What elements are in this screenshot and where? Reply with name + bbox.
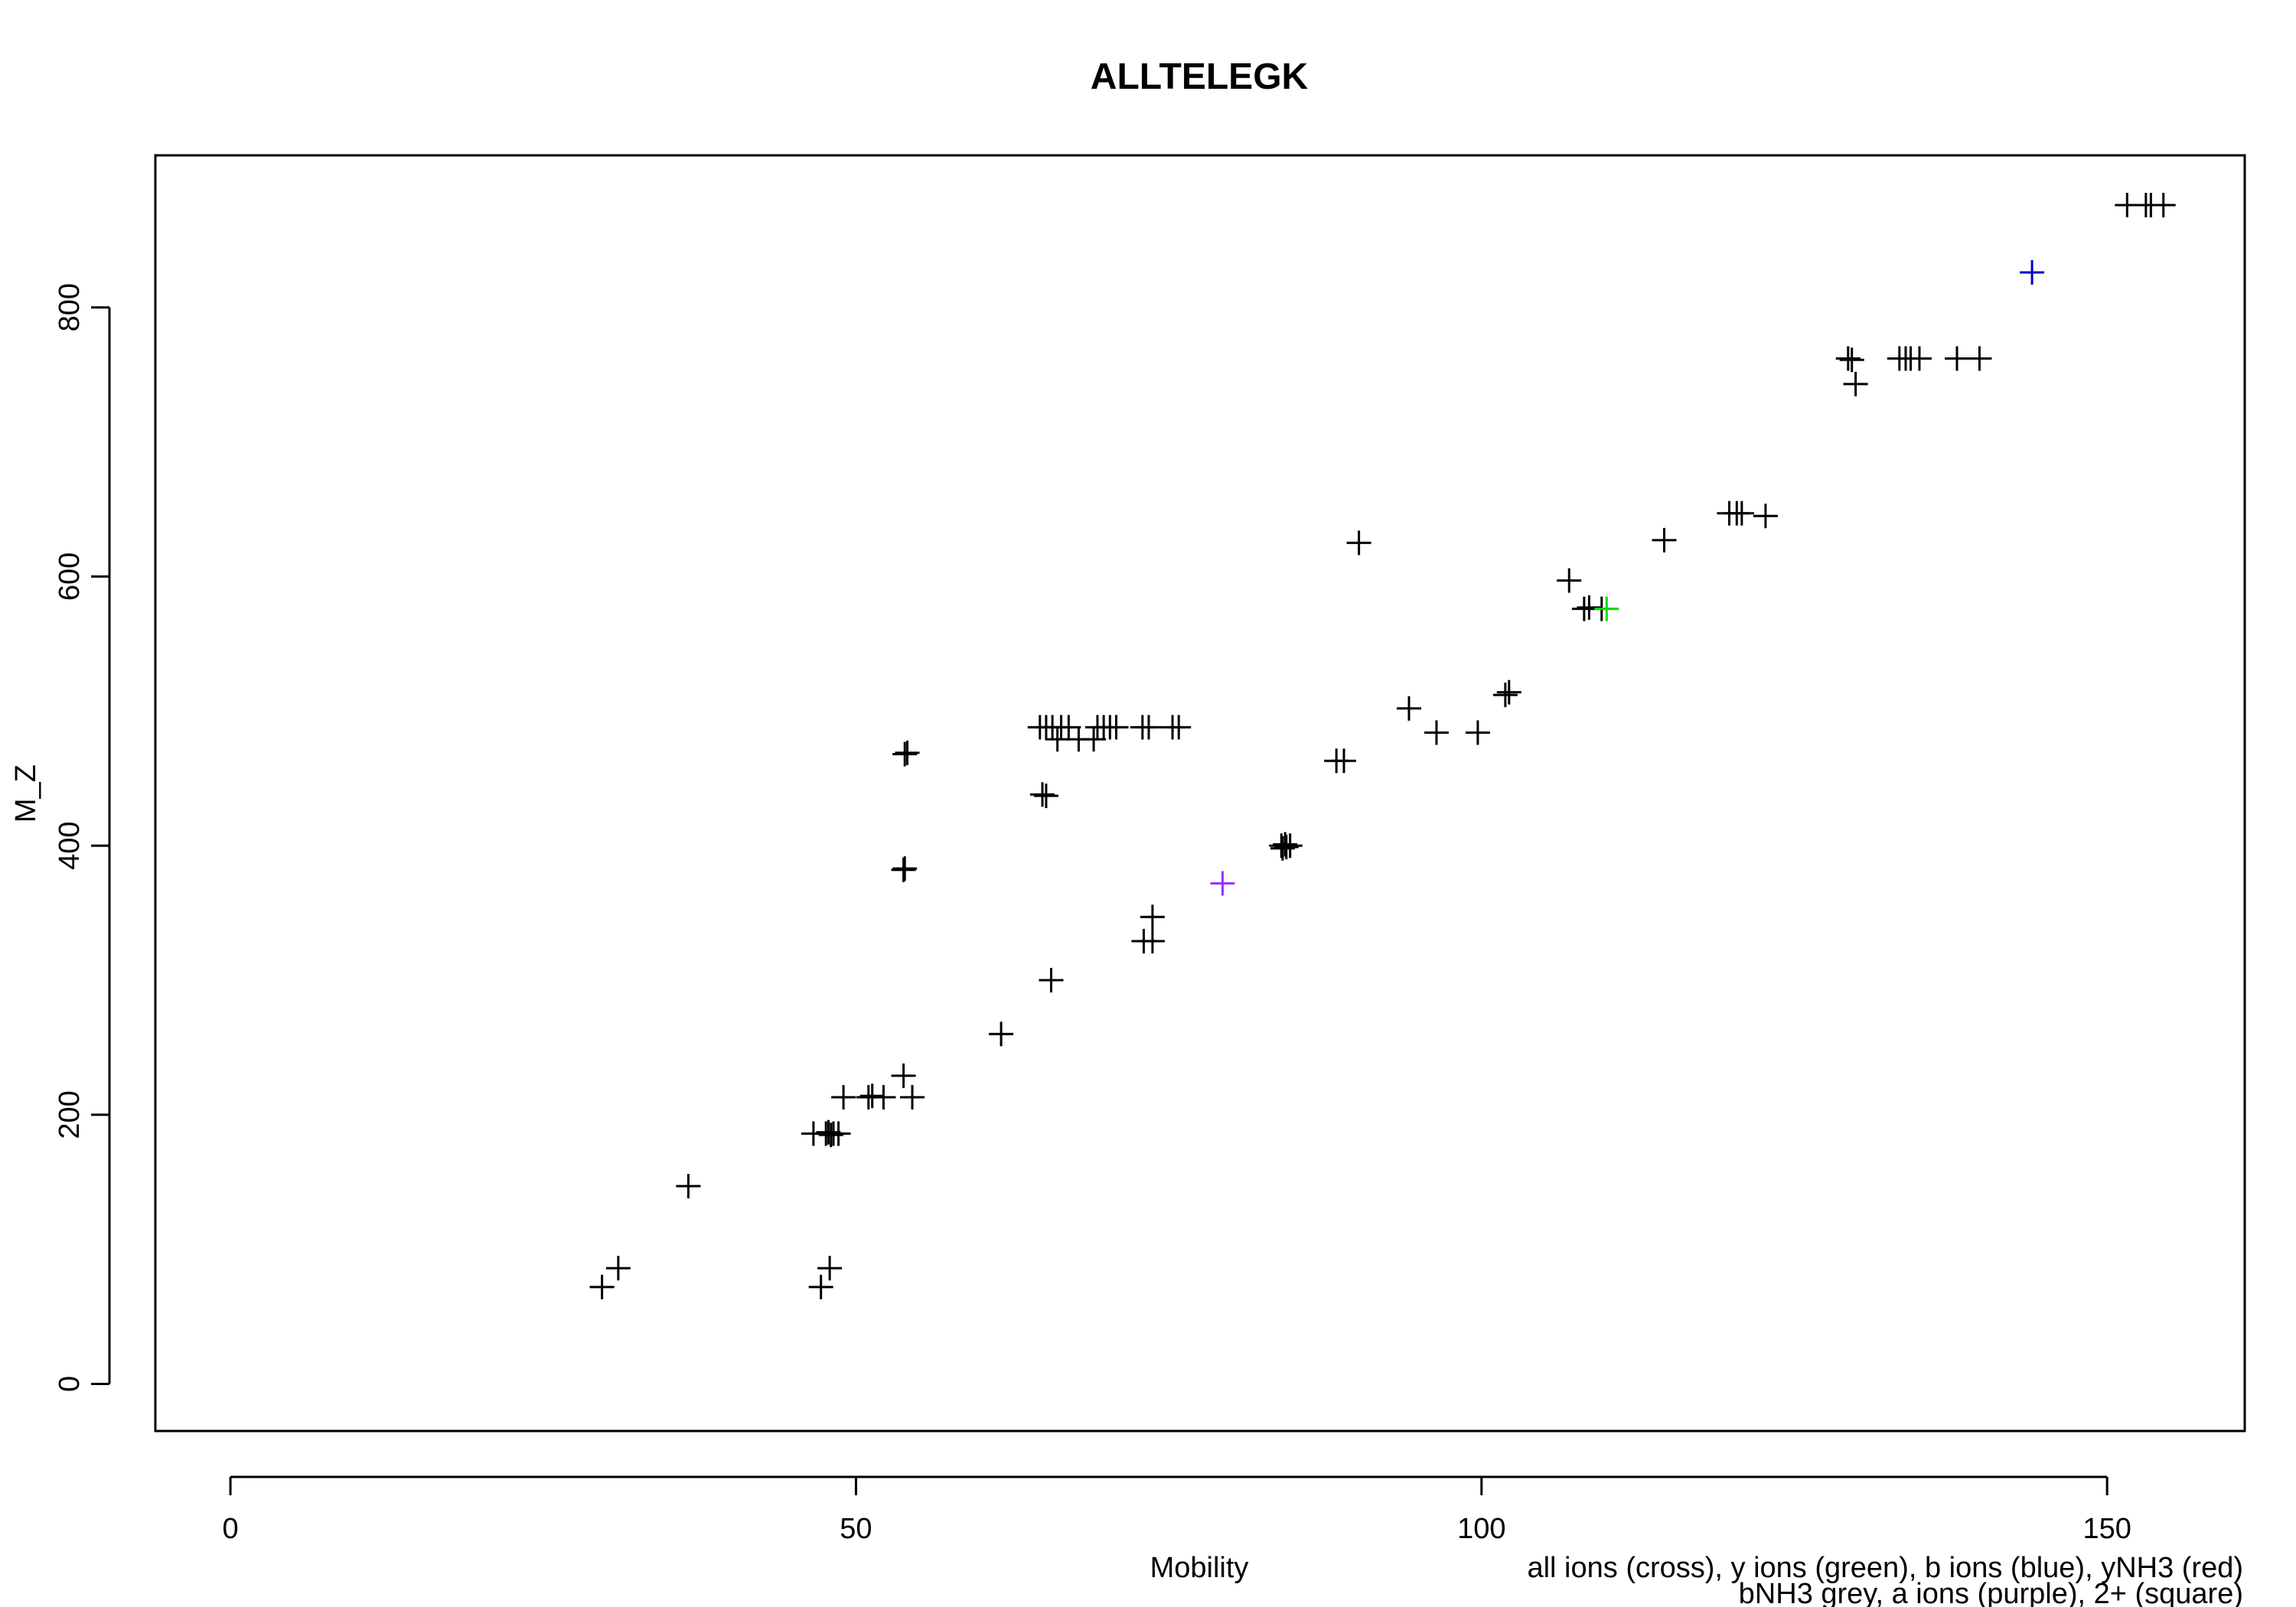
data-point [808, 1274, 833, 1299]
data-point [1136, 715, 1161, 740]
data-point [1424, 720, 1449, 745]
data-point [816, 1120, 841, 1145]
data-point [1033, 784, 1058, 809]
y-tick-label: 600 [54, 553, 86, 601]
data-point [817, 1256, 843, 1281]
data-point [892, 856, 918, 881]
data-point [1397, 696, 1421, 721]
x-tick-label: 150 [2082, 1513, 2131, 1545]
data-point [1140, 928, 1165, 953]
data-point [1346, 530, 1371, 556]
data-point [1465, 720, 1490, 745]
x-tick-label: 100 [1457, 1513, 1505, 1545]
data-point [1557, 568, 1582, 593]
data-point [891, 1063, 916, 1088]
data-point [1843, 371, 1868, 396]
data-point [826, 1121, 851, 1146]
data-point [605, 1256, 631, 1281]
chart-title: ALLTELEGK [1091, 57, 1309, 97]
data-point [1140, 905, 1165, 930]
data-point [1210, 871, 1235, 896]
legend-note-line-1: all ions (cross), y ions (green), b ions… [1527, 1552, 2243, 1584]
data-point [1331, 748, 1356, 774]
data-point [1030, 782, 1055, 807]
data-point [1945, 346, 1970, 371]
data-point [1967, 346, 1992, 371]
data-point [1274, 834, 1299, 859]
y-tick-label: 0 [54, 1376, 86, 1392]
data-point [871, 1084, 896, 1110]
x-tick-label: 50 [840, 1513, 872, 1545]
data-point [1081, 727, 1107, 752]
data-point [2020, 259, 2045, 285]
data-point [831, 1084, 856, 1110]
data-point [1835, 346, 1861, 371]
y-axis-label: M_Z [10, 764, 42, 823]
data-point [1492, 683, 1518, 708]
x-axis-label: Mobility [1150, 1552, 1249, 1584]
data-point [895, 740, 920, 765]
y-tick-label: 200 [54, 1090, 86, 1139]
data-point [1270, 836, 1295, 861]
data-point [1496, 680, 1521, 705]
data-point [1652, 527, 1677, 553]
data-point [676, 1173, 701, 1198]
data-point [1594, 596, 1619, 621]
data-points [589, 193, 2176, 1299]
data-point [900, 1084, 925, 1110]
data-point [589, 1274, 615, 1299]
data-point [1906, 346, 1932, 371]
data-point [892, 742, 918, 767]
data-point [1577, 595, 1602, 620]
data-point [1273, 832, 1298, 857]
x-tick-label: 0 [223, 1513, 239, 1545]
y-tick-label: 400 [54, 821, 86, 869]
data-point [1753, 504, 1778, 529]
data-point [1056, 715, 1081, 740]
data-point [891, 857, 916, 882]
y-tick-label: 800 [54, 283, 86, 331]
data-point [2151, 193, 2176, 218]
x-axis: 0 50 100 150 [223, 1475, 2131, 1545]
data-point [1166, 715, 1192, 740]
data-point [1839, 347, 1864, 373]
plot-frame [154, 154, 2246, 1433]
data-point [1729, 500, 1754, 526]
data-point [859, 1084, 885, 1109]
data-point [989, 1022, 1014, 1047]
data-point [1104, 715, 1129, 740]
y-axis: 0 200 400 600 800 [54, 283, 111, 1392]
data-point [1045, 727, 1070, 752]
data-point [1039, 967, 1064, 993]
legend-note-line-2: bNH3 grey, a ions (purple), 2+ (square) [1739, 1578, 2243, 1607]
